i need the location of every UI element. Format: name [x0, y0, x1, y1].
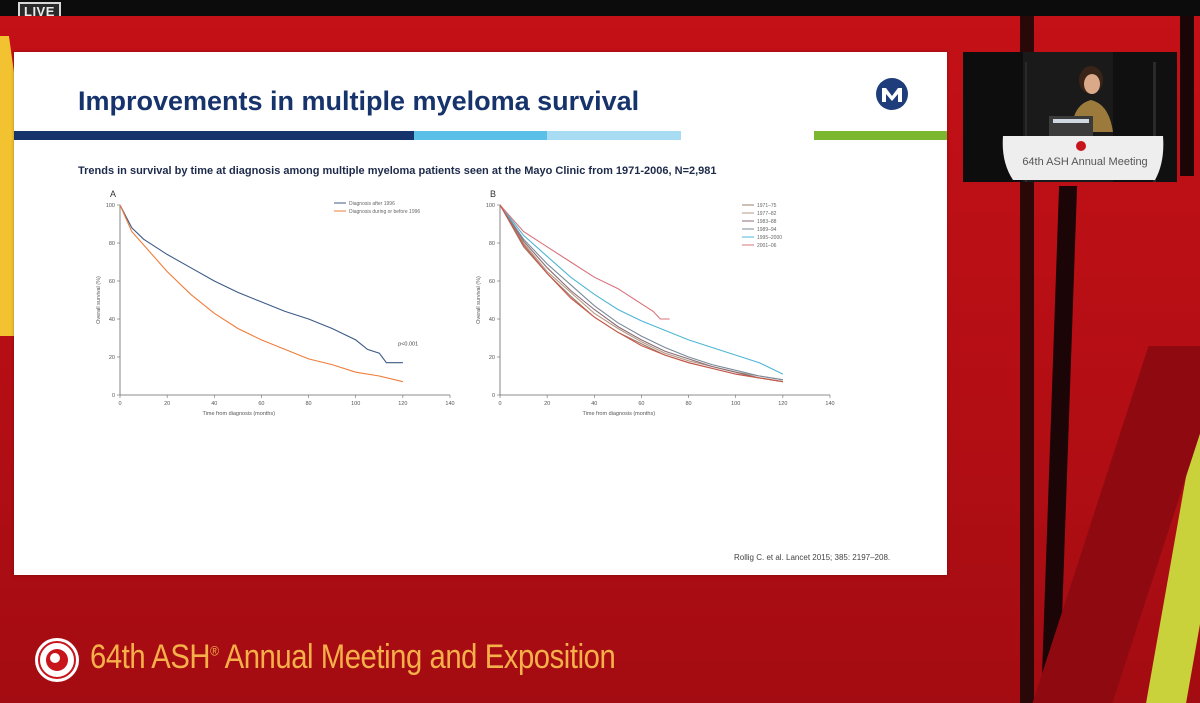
- x-tick-label: 40: [591, 401, 597, 407]
- legend-label: 2001–06: [757, 243, 777, 249]
- legend-label: Diagnosis after 1996: [349, 201, 395, 207]
- panel-label: A: [110, 189, 116, 199]
- title-underline-pale-blue: [547, 131, 681, 140]
- series-line: [499, 204, 670, 320]
- citation: Rollig C. et al. Lancet 2015; 385: 2197–…: [734, 553, 891, 562]
- x-tick-label: 60: [258, 401, 264, 407]
- y-axis-label: Overall survival (%): [476, 276, 482, 324]
- y-tick-label: 60: [489, 279, 495, 285]
- stream-top-bar: [0, 0, 1200, 16]
- series-line: [499, 204, 783, 383]
- footer-title-rest: Annual Meeting and Exposition: [218, 638, 616, 676]
- p-value-annotation: p<0.001: [398, 342, 418, 348]
- y-tick-label: 40: [489, 317, 495, 323]
- legend-label: 1995–2000: [757, 235, 782, 241]
- y-tick-label: 40: [109, 317, 115, 323]
- y-tick-label: 80: [489, 241, 495, 247]
- podium-text: 64th ASH Annual Meeting: [1022, 156, 1148, 168]
- x-tick-label: 100: [351, 401, 360, 407]
- x-tick-label: 20: [164, 401, 170, 407]
- series-line: [499, 204, 783, 381]
- survival-chart-b: B 0 20 40 60 80 100 0 20 40 60 80 100 120 140 Time from…: [476, 189, 835, 417]
- series-line: [499, 204, 784, 375]
- speaker-video-inset: 64th ASH Annual Meeting: [963, 52, 1177, 182]
- x-tick-label: 0: [498, 401, 501, 407]
- y-tick-label: 80: [109, 241, 115, 247]
- legend-label: 1971–75: [757, 203, 777, 209]
- series-line: [119, 204, 403, 364]
- x-axis-label: Time from diagnosis (months): [583, 411, 656, 417]
- series-line: [499, 204, 783, 383]
- x-axis-label: Time from diagnosis (months): [203, 411, 276, 417]
- x-tick-label: 120: [398, 401, 407, 407]
- x-tick-label: 20: [544, 401, 550, 407]
- footer-title-main: 64th ASH: [90, 638, 211, 676]
- ash-society-seal-icon: [35, 638, 79, 682]
- backdrop-stripe-dark-3: [1180, 16, 1194, 176]
- presentation-slide: Improvements in multiple myeloma surviva…: [14, 52, 947, 575]
- legend-label: 1983–88: [757, 219, 777, 225]
- x-tick-label: 120: [778, 401, 787, 407]
- slide-title: Improvements in multiple myeloma surviva…: [78, 86, 640, 116]
- y-axis-label: Overall survival (%): [96, 276, 102, 324]
- y-tick-label: 0: [492, 393, 495, 399]
- x-tick-label: 80: [686, 401, 692, 407]
- y-tick-label: 20: [489, 355, 495, 361]
- legend-label: 1977–82: [757, 211, 777, 217]
- series-line: [499, 204, 783, 383]
- series-line: [119, 204, 404, 383]
- x-tick-label: 0: [118, 401, 121, 407]
- x-tick-label: 60: [638, 401, 644, 407]
- y-tick-label: 100: [106, 203, 115, 209]
- series-line: [499, 204, 783, 381]
- slide-subtitle: Trends in survival by time at diagnosis …: [78, 165, 717, 177]
- y-tick-label: 60: [109, 279, 115, 285]
- y-tick-label: 20: [109, 355, 115, 361]
- x-tick-label: 140: [825, 401, 834, 407]
- y-tick-label: 0: [112, 393, 115, 399]
- speaker-video-frame: [963, 52, 1177, 182]
- panel-label: B: [490, 189, 496, 199]
- x-tick-label: 140: [445, 401, 454, 407]
- x-tick-label: 40: [211, 401, 217, 407]
- legend-label: 1989–94: [757, 227, 777, 233]
- x-tick-label: 80: [306, 401, 312, 407]
- survival-chart-a: A 0 20 40 60 80 100 0 20 40 60 80 100 120 140 Time from…: [96, 189, 455, 417]
- mayo-myeloma-logo-icon: [876, 78, 908, 110]
- y-tick-label: 100: [486, 203, 495, 209]
- title-underline-green: [814, 131, 947, 140]
- title-underline-navy: [14, 131, 414, 140]
- x-tick-label: 100: [731, 401, 740, 407]
- backdrop-stripe-dark: [1020, 16, 1034, 703]
- title-underline-light-blue: [414, 131, 547, 140]
- conference-footer-title: 64th ASH® Annual Meeting and Exposition: [90, 638, 616, 677]
- footer-registered-mark: ®: [210, 642, 219, 659]
- legend-label: Diagnosis during or before 1996: [349, 209, 420, 215]
